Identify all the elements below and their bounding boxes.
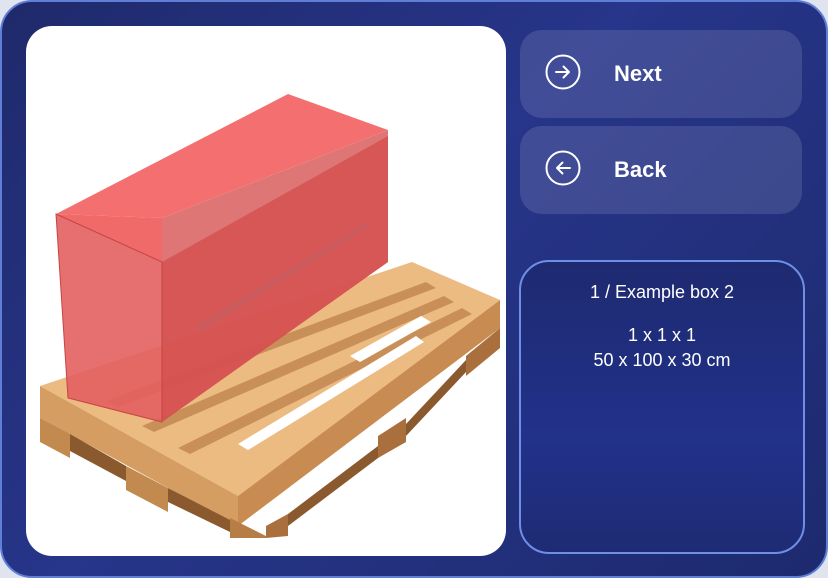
pallet-box-scene xyxy=(40,94,500,538)
box-count: 1 x 1 x 1 xyxy=(627,325,697,345)
box-dimensions: 50 x 100 x 30 cm xyxy=(593,350,731,370)
next-button[interactable]: Next xyxy=(520,30,802,118)
arrow-left-circle-icon xyxy=(545,150,581,186)
back-label: Back xyxy=(614,157,667,182)
next-label: Next xyxy=(614,61,662,86)
cargo-box xyxy=(55,94,388,423)
arrow-right-circle-icon xyxy=(545,54,581,90)
box-title: 1 / Example box 2 xyxy=(589,282,735,302)
back-button[interactable]: Back xyxy=(520,126,802,214)
3d-viewer[interactable] xyxy=(26,26,506,556)
box-info-panel: 1 / Example box 2 1 x 1 x 1 50 x 100 x 3… xyxy=(519,260,805,554)
